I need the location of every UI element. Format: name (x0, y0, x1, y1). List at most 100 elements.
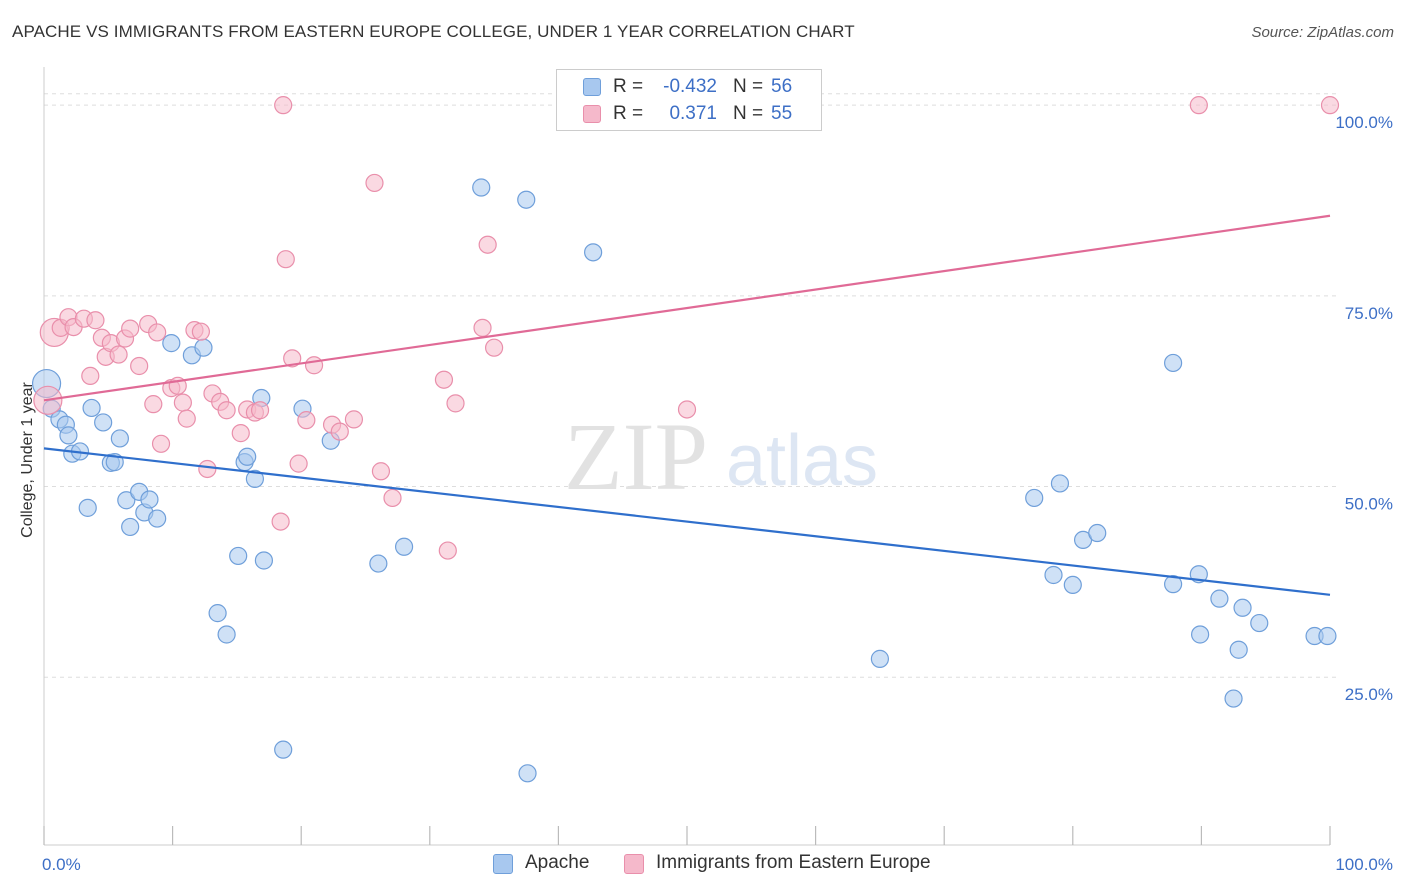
trend-line-immigrants (43, 214, 1331, 402)
data-point (344, 410, 364, 429)
data-point (1224, 689, 1243, 708)
data-point (245, 469, 265, 488)
y-tick-label: 25.0% (1345, 685, 1393, 704)
data-point (109, 345, 128, 364)
data-point (59, 426, 78, 445)
data-point (1164, 575, 1183, 594)
data-point (121, 517, 140, 537)
data-point (1025, 488, 1044, 508)
data-point (117, 491, 136, 510)
data-point (78, 498, 97, 517)
data-point (1189, 96, 1208, 115)
data-point (208, 604, 227, 623)
data-point (173, 393, 192, 412)
data-point (1250, 613, 1269, 633)
data-point (1063, 575, 1082, 595)
gridlines (44, 93, 1340, 678)
immigrants-swatch-icon (583, 105, 601, 123)
data-point (1044, 565, 1063, 585)
data-point (274, 740, 293, 759)
r-label: R = (613, 103, 644, 124)
data-point (304, 356, 324, 375)
data-point (1233, 598, 1252, 617)
legend-label: Immigrants from Eastern Europe (656, 852, 931, 873)
r-value: 0.371 (669, 103, 717, 124)
data-point (271, 512, 290, 531)
data-point (1050, 474, 1070, 493)
data-point (144, 395, 163, 414)
watermark-atlas: atlas (726, 421, 878, 501)
stats-row-apache: R = -0.432 N = 56 (557, 74, 821, 100)
data-point (584, 243, 603, 262)
data-point (229, 546, 248, 566)
data-point (231, 424, 250, 443)
data-point (518, 764, 537, 783)
data-point (86, 311, 105, 330)
data-point (162, 334, 181, 353)
n-label: N = (733, 76, 764, 97)
data-point (283, 349, 302, 368)
y-tick-label: 75.0% (1345, 304, 1393, 323)
n-value: 56 (771, 76, 793, 97)
data-point (121, 319, 140, 338)
trend-lines (43, 214, 1331, 596)
data-point (1229, 640, 1248, 659)
y-axis-label: College, Under 1 year (19, 382, 36, 538)
data-point (369, 554, 388, 573)
data-point (297, 411, 316, 430)
stats-box: R = -0.432 N = 56 R = 0.371 N = 55 (556, 69, 822, 131)
data-point (1191, 625, 1210, 644)
data-point (330, 422, 349, 441)
legend-label: Apache (525, 852, 590, 873)
data-point (238, 447, 257, 466)
data-point (1164, 353, 1183, 373)
r-label: R = (613, 76, 644, 97)
data-point (250, 401, 270, 420)
axes (43, 67, 1331, 846)
source-credit: Source: ZipAtlas.com (1251, 24, 1394, 41)
data-point (276, 250, 295, 269)
immigrants-swatch-icon (624, 854, 644, 874)
data-point (478, 235, 497, 254)
data-point (191, 322, 210, 341)
data-point (217, 625, 236, 644)
r-value: -0.432 (663, 76, 717, 97)
tick-labels: 25.0% 50.0% 75.0% 100.0% 0.0% 100.0% (42, 113, 1393, 874)
data-point (446, 394, 465, 413)
data-point (1320, 96, 1340, 115)
data-point (82, 398, 101, 418)
watermark: ZIP atlas (564, 403, 878, 510)
data-point (289, 454, 308, 473)
data-point (177, 409, 196, 428)
data-point (198, 459, 217, 479)
data-point (485, 338, 504, 357)
y-tick-label: 50.0% (1345, 495, 1393, 514)
data-point (1318, 626, 1337, 646)
data-point (383, 488, 402, 508)
n-value: 55 (771, 103, 793, 124)
data-point (473, 318, 492, 337)
data-point (434, 370, 454, 389)
data-point (274, 96, 293, 115)
data-point (1210, 589, 1229, 608)
data-point (81, 366, 100, 386)
data-point (517, 190, 536, 209)
data-point (148, 509, 167, 528)
data-point (194, 338, 213, 357)
data-point (438, 541, 457, 560)
data-point (140, 490, 159, 509)
trend-line-apache (43, 447, 1331, 596)
data-point (148, 323, 167, 342)
apache-swatch-icon (583, 78, 601, 96)
data-point (217, 401, 236, 420)
data-point (110, 429, 129, 448)
watermark-zip: ZIP (564, 403, 708, 510)
y-tick-label: 100.0% (1335, 113, 1393, 132)
data-point (94, 413, 113, 432)
legend: Apache Immigrants from Eastern Europe (0, 852, 1406, 876)
data-point (1088, 523, 1107, 543)
data-point (365, 173, 384, 193)
chart-title: APACHE VS IMMIGRANTS FROM EASTERN EUROPE… (12, 22, 855, 41)
apache-swatch-icon (493, 854, 513, 874)
